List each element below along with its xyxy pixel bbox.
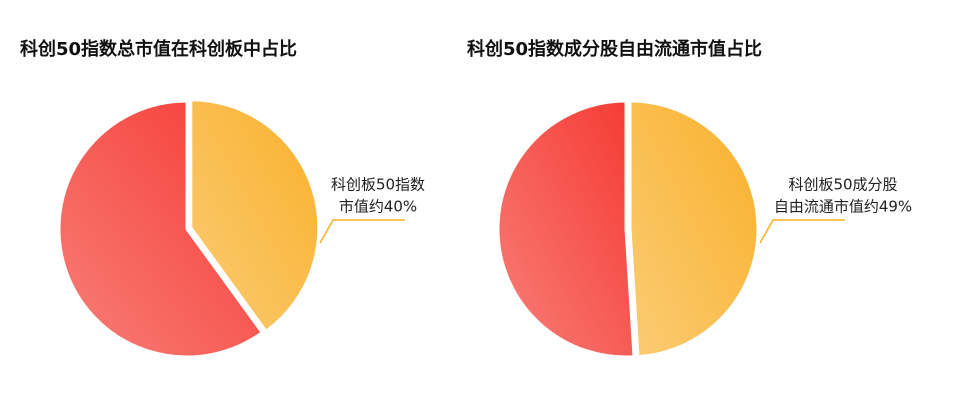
chart-title: 科创50指数总市值在科创板中占比 (20, 38, 297, 60)
chart-title: 科创50指数成分股自由流通市值占比 (467, 38, 762, 60)
slice-shade (58, 101, 263, 358)
value-label: 市值约40% (339, 198, 417, 216)
slice-shade (498, 101, 635, 357)
leader-line (759, 219, 845, 244)
leader-line (319, 219, 405, 244)
value-label: 自由流通市值约49% (774, 198, 912, 216)
value-label: 科创板50成分股 (788, 176, 897, 194)
value-label: 科创板50指数 (331, 176, 425, 194)
slice-shade (190, 99, 319, 332)
slice-shade (629, 100, 758, 357)
